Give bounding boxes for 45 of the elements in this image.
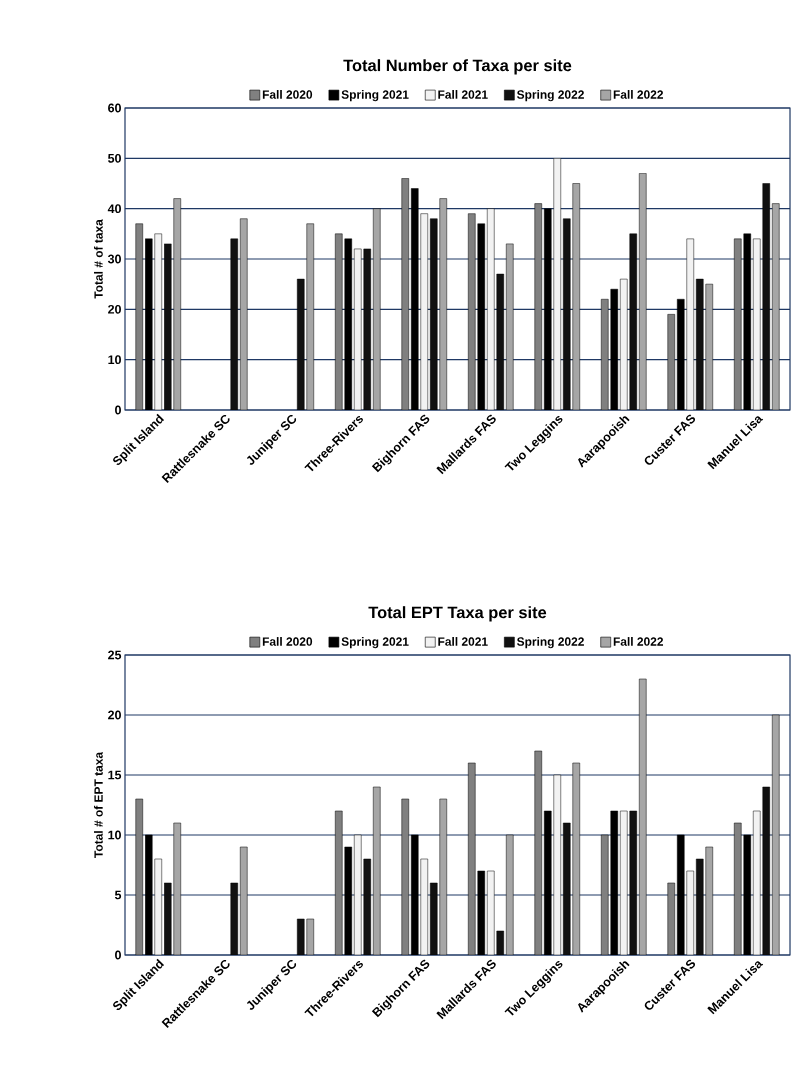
y-tick-label: 5 xyxy=(114,890,122,900)
legend-label: Spring 2022 xyxy=(516,90,584,102)
y-tick-label: 0 xyxy=(115,950,121,960)
y-tick-label: 30 xyxy=(107,254,121,264)
y-tick-label: 40 xyxy=(107,204,121,214)
chart-title: Total Number of Taxa per site xyxy=(343,59,572,75)
legend-label: Fall 2022 xyxy=(613,90,664,99)
bar xyxy=(135,223,143,410)
bar xyxy=(534,750,542,955)
legend-label: Fall 2021 xyxy=(438,90,488,99)
chart-title: Total EPT Taxa per site xyxy=(368,606,547,622)
legend-label: Fall 2020 xyxy=(262,637,313,646)
y-tick-label: 25 xyxy=(108,650,122,660)
y-tick-label: 0 xyxy=(115,405,121,415)
legend-label: Spring 2022 xyxy=(516,637,584,649)
y-axis-title: Total # of taxa xyxy=(94,219,103,299)
bar xyxy=(772,714,780,955)
y-axis-title: Total # of EPT taxa xyxy=(94,751,103,858)
y-tick-label: 20 xyxy=(108,304,121,314)
y-tick-label: 10 xyxy=(108,355,121,365)
bar xyxy=(772,203,780,410)
y-tick-label: 50 xyxy=(108,153,121,163)
bar xyxy=(667,314,675,410)
legend-label: Spring 2021 xyxy=(341,90,409,102)
bar xyxy=(506,834,514,955)
bar xyxy=(135,798,143,955)
legend-label: Fall 2021 xyxy=(438,637,488,646)
bar xyxy=(373,208,381,410)
bar xyxy=(240,846,248,955)
bar xyxy=(506,243,514,410)
y-tick-label: 15 xyxy=(108,770,122,780)
bar xyxy=(401,178,409,410)
y-tick-label: 10 xyxy=(108,830,121,840)
bar xyxy=(401,798,409,955)
bar xyxy=(534,203,542,410)
bar xyxy=(667,882,675,955)
bar xyxy=(240,218,248,410)
y-tick-label: 60 xyxy=(108,103,121,113)
legend-label: Fall 2022 xyxy=(613,637,664,646)
bar xyxy=(639,678,647,955)
bar xyxy=(639,173,647,410)
legend-label: Spring 2021 xyxy=(341,637,409,649)
legend-label: Fall 2020 xyxy=(262,90,313,99)
bar xyxy=(373,786,381,955)
y-tick-label: 20 xyxy=(108,710,121,720)
